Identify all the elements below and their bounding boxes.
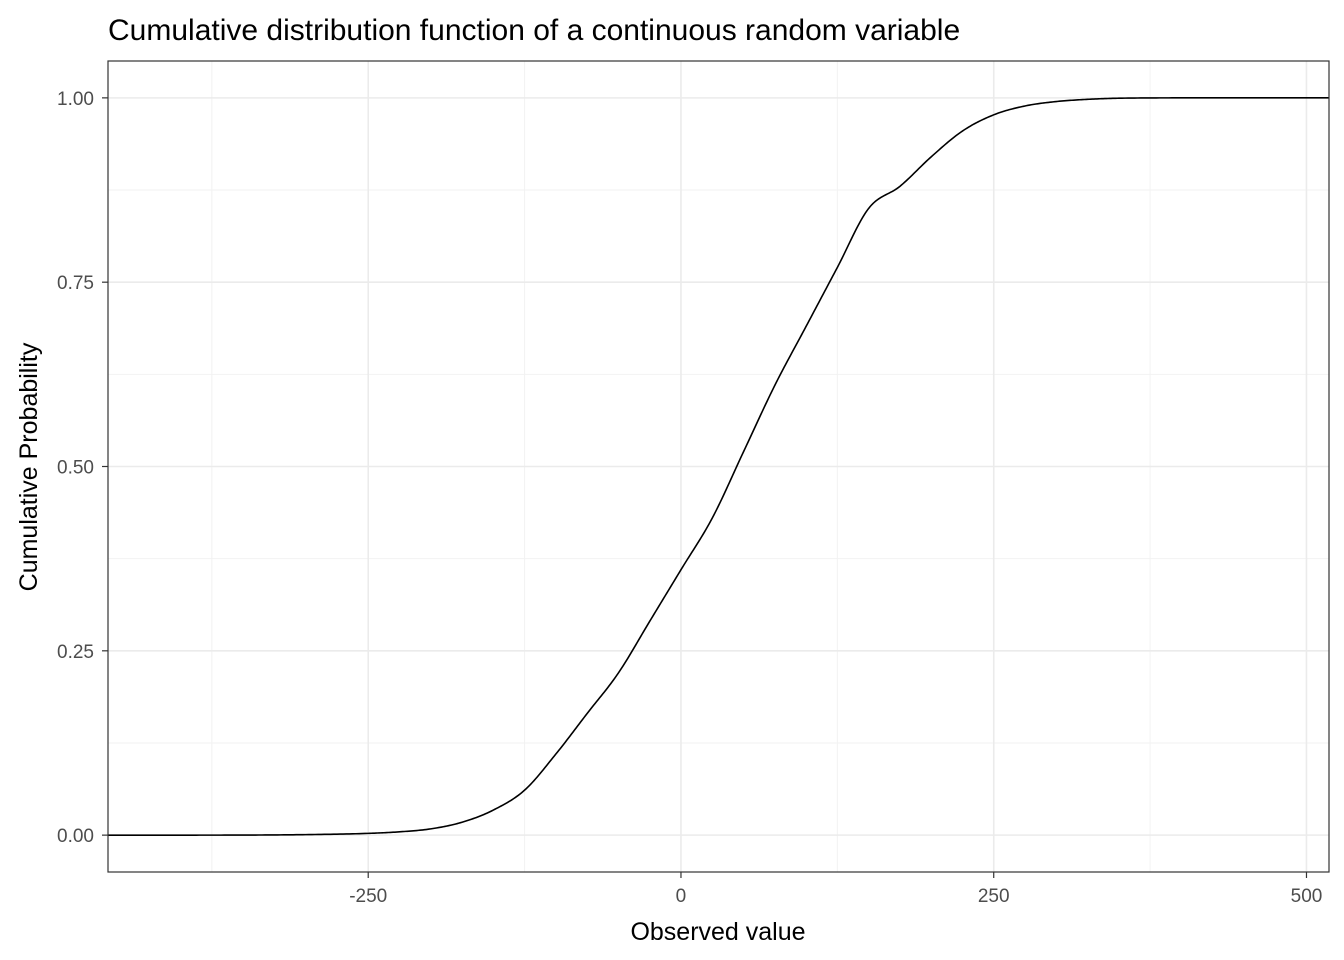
x-axis-ticks: -250 0 250 500 bbox=[349, 872, 1322, 907]
y-axis-title: Cumulative Probability bbox=[15, 342, 43, 591]
major-gridlines bbox=[108, 61, 1329, 872]
y-tick-label-4: 1.00 bbox=[57, 89, 94, 110]
y-tick-label-0: 0.00 bbox=[57, 826, 94, 847]
minor-gridlines bbox=[108, 61, 1329, 872]
x-tick-label-0: -250 bbox=[349, 886, 387, 907]
y-axis-ticks: 0.00 0.25 0.50 0.75 1.00 bbox=[57, 89, 108, 847]
x-axis-title: Observed value bbox=[630, 918, 805, 946]
x-tick-label-3: 500 bbox=[1291, 886, 1323, 907]
x-tick-label-1: 0 bbox=[676, 886, 687, 907]
y-tick-label-2: 0.50 bbox=[57, 458, 94, 479]
x-tick-label-2: 250 bbox=[978, 886, 1010, 907]
cdf-series-line-0 bbox=[108, 97, 1329, 836]
chart-title: Cumulative distribution function of a co… bbox=[108, 14, 960, 47]
y-tick-label-3: 0.75 bbox=[57, 273, 94, 294]
y-tick-label-1: 0.25 bbox=[57, 642, 94, 663]
series-layer bbox=[108, 97, 1329, 836]
